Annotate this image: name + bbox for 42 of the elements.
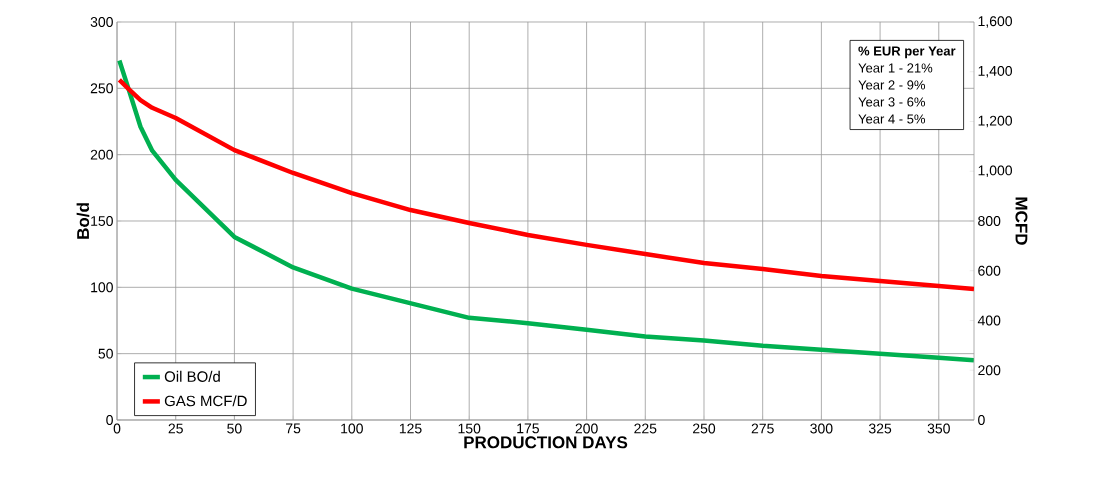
- y2-tick-label: 1,000: [978, 165, 1013, 178]
- y2-tick-label: 0: [978, 415, 985, 425]
- x-tick-label: 175: [517, 423, 539, 434]
- y-tick-label: 250: [90, 83, 113, 94]
- y2-tick-label: 600: [978, 265, 1001, 276]
- annotation: % EUR per Year: [858, 46, 956, 59]
- x-tick-label: 200: [575, 423, 598, 434]
- y-tick-label: 300: [90, 17, 113, 27]
- x-tick-label: 100: [341, 423, 363, 434]
- x-tick-label: 275: [751, 423, 774, 434]
- y2-tick-label: 1,400: [978, 65, 1013, 78]
- x-tick-label: 250: [693, 423, 716, 434]
- x-tick-label: 150: [458, 423, 481, 434]
- y2-tick-label: 1,200: [978, 115, 1013, 128]
- x-tick-label: 0: [113, 423, 121, 434]
- annotation: Year 1 - 21%: [858, 63, 933, 73]
- legend-label: Oil BO/d: [164, 370, 220, 382]
- y-tick-label: 200: [90, 149, 113, 160]
- y-tick-label: 0: [106, 415, 113, 425]
- y-tick-label: 150: [91, 216, 113, 226]
- x-tick-label: 125: [399, 423, 422, 434]
- annotation: Year 4 - 5%: [858, 114, 926, 124]
- legend-label: GAS MCF/D: [164, 395, 247, 407]
- y2-axis-title: MCFD: [1015, 197, 1028, 245]
- y-axis-title: Bo/d: [76, 203, 90, 239]
- x-tick-label: 325: [868, 423, 892, 434]
- y2-tick-label: 400: [977, 315, 1001, 326]
- y-tick-label: 50: [98, 348, 113, 359]
- annotation: Year 2 - 9%: [858, 80, 926, 90]
- x-tick-label: 50: [227, 423, 242, 434]
- x-tick-label: 225: [634, 423, 657, 434]
- x-tick-label: 25: [168, 423, 183, 434]
- x-tick-label: 75: [286, 423, 301, 434]
- x-tick-label: 300: [810, 423, 833, 434]
- line-series: [117, 77, 974, 292]
- annotation: Year 3 - 6%: [858, 97, 926, 107]
- y2-tick-label: 200: [978, 365, 1001, 376]
- x-axis-title: PRODUCTION DAYS: [464, 436, 628, 449]
- x-tick-label: 350: [927, 423, 950, 434]
- y-tick-label: 100: [91, 282, 113, 293]
- y2-tick-label: 800: [978, 216, 1001, 226]
- y2-tick-label: 1,600: [978, 16, 1013, 28]
